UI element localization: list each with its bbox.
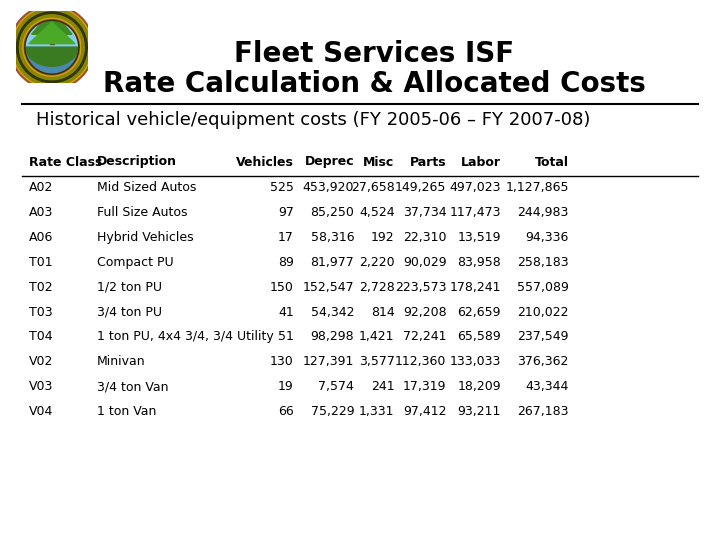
Text: 557,089: 557,089 (517, 281, 569, 294)
Text: 89: 89 (278, 256, 294, 269)
Text: 93,211: 93,211 (458, 405, 501, 418)
Text: A06: A06 (29, 231, 53, 244)
Text: 210,022: 210,022 (517, 306, 569, 319)
Text: V02: V02 (29, 355, 53, 368)
Text: 133,033: 133,033 (450, 355, 501, 368)
Polygon shape (29, 22, 75, 44)
Text: 37,734: 37,734 (402, 206, 446, 219)
Text: Fleet Services ISF: Fleet Services ISF (234, 40, 515, 68)
Text: V03: V03 (29, 380, 53, 393)
Text: 3,577: 3,577 (359, 355, 395, 368)
Text: 3/4 ton Van: 3/4 ton Van (97, 380, 168, 393)
Text: 97,412: 97,412 (403, 405, 446, 418)
Text: 81,977: 81,977 (310, 256, 354, 269)
Text: Minivan: Minivan (97, 355, 146, 368)
Text: 1/2 ton PU: 1/2 ton PU (97, 281, 162, 294)
Text: 130: 130 (270, 355, 294, 368)
Text: V04: V04 (29, 405, 53, 418)
Text: 112,360: 112,360 (395, 355, 446, 368)
Text: 258,183: 258,183 (517, 256, 569, 269)
Text: 18,209: 18,209 (457, 380, 501, 393)
Text: T04: T04 (29, 330, 53, 343)
Text: 19: 19 (278, 380, 294, 393)
Text: T03: T03 (29, 306, 53, 319)
Text: 178,241: 178,241 (449, 281, 501, 294)
Text: 51: 51 (278, 330, 294, 343)
Text: 7,574: 7,574 (318, 380, 354, 393)
Text: 85,250: 85,250 (310, 206, 354, 219)
Text: Vehicles: Vehicles (236, 156, 294, 168)
Text: 98,298: 98,298 (310, 330, 354, 343)
Text: 237,549: 237,549 (517, 330, 569, 343)
Text: 83,958: 83,958 (457, 256, 501, 269)
Polygon shape (36, 0, 68, 20)
Text: 525: 525 (270, 181, 294, 194)
Text: A02: A02 (29, 181, 53, 194)
Text: 62,659: 62,659 (458, 306, 501, 319)
Text: Rate Calculation & Allocated Costs: Rate Calculation & Allocated Costs (103, 70, 646, 98)
Text: 1,331: 1,331 (359, 405, 395, 418)
Text: Labor: Labor (461, 156, 501, 168)
Text: 54,342: 54,342 (311, 306, 354, 319)
Text: 814: 814 (371, 306, 395, 319)
Text: 13,519: 13,519 (458, 231, 501, 244)
Text: Description: Description (97, 156, 177, 168)
Text: 3/4 ton PU: 3/4 ton PU (97, 306, 162, 319)
Text: 1 ton Van: 1 ton Van (97, 405, 156, 418)
Text: 97: 97 (278, 206, 294, 219)
Polygon shape (26, 47, 78, 66)
Text: Full Size Autos: Full Size Autos (97, 206, 188, 219)
Text: 117,473: 117,473 (449, 206, 501, 219)
Text: 497,023: 497,023 (449, 181, 501, 194)
Text: 22,310: 22,310 (403, 231, 446, 244)
Text: Deprec: Deprec (305, 156, 354, 168)
Text: 2,728: 2,728 (359, 281, 395, 294)
Text: 66: 66 (278, 405, 294, 418)
Text: 90,029: 90,029 (402, 256, 446, 269)
Text: 192: 192 (371, 231, 395, 244)
Text: A03: A03 (29, 206, 53, 219)
Text: 149,265: 149,265 (395, 181, 446, 194)
Text: 267,183: 267,183 (517, 405, 569, 418)
Text: 1 ton PU, 4x4 3/4, 3/4 Utility: 1 ton PU, 4x4 3/4, 3/4 Utility (97, 330, 274, 343)
Text: 92,208: 92,208 (402, 306, 446, 319)
Text: 72,241: 72,241 (403, 330, 446, 343)
Text: 244,983: 244,983 (518, 206, 569, 219)
Text: T01: T01 (29, 256, 53, 269)
Text: 1,127,865: 1,127,865 (505, 181, 569, 194)
Text: Historical vehicle/equipment costs (FY 2005-06 – FY 2007-08): Historical vehicle/equipment costs (FY 2… (36, 111, 590, 129)
Polygon shape (17, 13, 86, 82)
Text: 152,547: 152,547 (302, 281, 354, 294)
Text: 41: 41 (278, 306, 294, 319)
Text: 75,229: 75,229 (310, 405, 354, 418)
Text: Rate Class: Rate Class (29, 156, 102, 168)
Text: T02: T02 (29, 281, 53, 294)
Text: 58,316: 58,316 (310, 231, 354, 244)
Text: Mid Sized Autos: Mid Sized Autos (97, 181, 197, 194)
Text: Hybrid Vehicles: Hybrid Vehicles (97, 231, 194, 244)
Text: 127,391: 127,391 (303, 355, 354, 368)
Text: 17: 17 (278, 231, 294, 244)
Text: 27,658: 27,658 (351, 181, 395, 194)
Text: 4,524: 4,524 (359, 206, 395, 219)
Polygon shape (32, 10, 72, 35)
Text: 453,920: 453,920 (302, 181, 354, 194)
Text: 43,344: 43,344 (526, 380, 569, 393)
Text: 241: 241 (371, 380, 395, 393)
Text: 65,589: 65,589 (457, 330, 501, 343)
Text: 223,573: 223,573 (395, 281, 446, 294)
Text: 17,319: 17,319 (403, 380, 446, 393)
Wedge shape (20, 47, 84, 79)
Text: 150: 150 (270, 281, 294, 294)
Polygon shape (50, 31, 54, 44)
Text: 94,336: 94,336 (526, 231, 569, 244)
Text: Total: Total (535, 156, 569, 168)
Text: 1,421: 1,421 (359, 330, 395, 343)
Text: 376,362: 376,362 (518, 355, 569, 368)
Text: Compact PU: Compact PU (97, 256, 174, 269)
Text: Parts: Parts (410, 156, 446, 168)
Wedge shape (20, 16, 84, 47)
Text: 2,220: 2,220 (359, 256, 395, 269)
Text: Misc: Misc (364, 156, 395, 168)
